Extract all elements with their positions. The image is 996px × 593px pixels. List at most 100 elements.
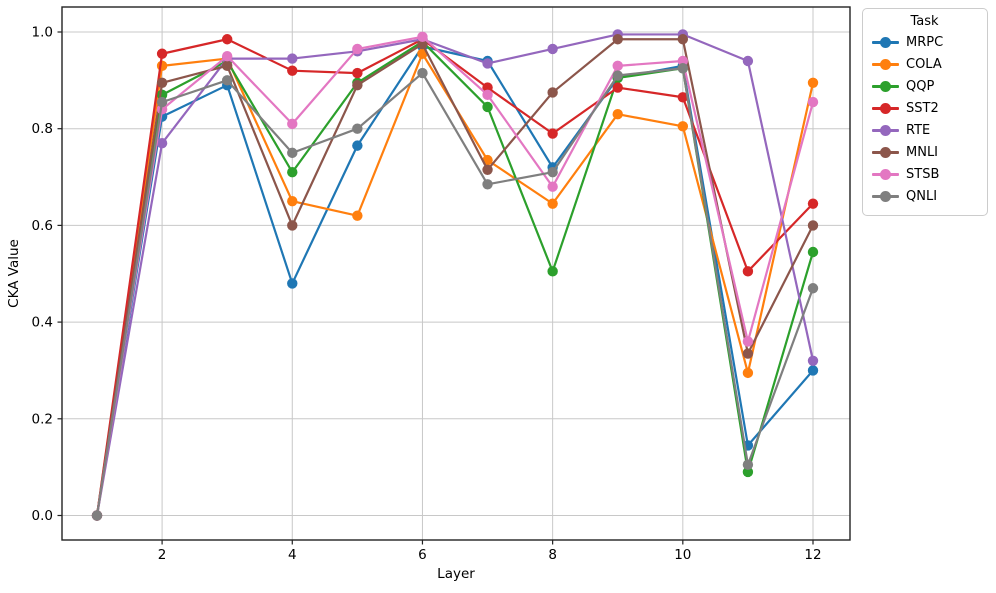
data-point-rte bbox=[547, 43, 558, 55]
data-point-stsb bbox=[352, 43, 363, 55]
data-point-mrpc bbox=[287, 278, 298, 289]
data-point-qqp bbox=[807, 246, 819, 258]
data-point-qnli bbox=[677, 63, 689, 74]
data-point-cola bbox=[156, 60, 168, 72]
legend-label: MRPC bbox=[906, 34, 944, 50]
x-tick-label: 6 bbox=[418, 547, 427, 563]
legend-marker-icon bbox=[872, 190, 899, 202]
data-point-qnli bbox=[807, 283, 819, 294]
y-tick-label: 1.0 bbox=[32, 25, 53, 41]
data-point-mnli bbox=[547, 87, 558, 98]
legend-item-mrpc: MRPC bbox=[872, 31, 977, 53]
x-axis-label: Layer bbox=[437, 566, 475, 582]
legend-label: COLA bbox=[906, 56, 942, 72]
y-axis-label: CKA Value bbox=[6, 239, 22, 308]
data-point-stsb bbox=[287, 118, 298, 130]
data-point-sst2 bbox=[547, 128, 558, 139]
data-point-qnli bbox=[482, 179, 493, 190]
legend-marker-icon bbox=[872, 168, 899, 180]
x-tick-label: 12 bbox=[804, 547, 821, 563]
legend-marker-icon bbox=[872, 124, 899, 136]
data-point-sst2 bbox=[677, 92, 689, 103]
data-point-stsb bbox=[547, 181, 558, 192]
legend-label: SST2 bbox=[906, 100, 939, 116]
legend-label: MNLI bbox=[906, 144, 939, 160]
data-point-stsb bbox=[612, 60, 623, 72]
legend-item-stsb: STSB bbox=[872, 163, 977, 185]
data-point-qqp bbox=[742, 466, 754, 478]
data-point-mnli bbox=[352, 79, 363, 91]
data-point-cola bbox=[547, 198, 558, 209]
y-tick-label: 0.2 bbox=[32, 411, 53, 427]
legend-rows: MRPC COLA QQP SST2 RTE MNLI STSB QNLI bbox=[872, 31, 977, 207]
x-tick-label: 4 bbox=[288, 547, 297, 563]
series-line-stsb bbox=[95, 35, 815, 517]
data-point-sst2 bbox=[221, 34, 233, 45]
data-point-mnli bbox=[612, 34, 623, 45]
series-line-mrpc bbox=[95, 45, 815, 517]
legend-marker-icon bbox=[872, 80, 899, 92]
legend-marker-icon bbox=[872, 58, 899, 70]
series-line-rte bbox=[95, 33, 815, 517]
data-point-stsb bbox=[221, 50, 233, 62]
legend-item-mnli: MNLI bbox=[872, 141, 977, 163]
data-point-sst2 bbox=[612, 82, 623, 93]
data-point-qqp bbox=[547, 266, 558, 277]
data-point-mnli bbox=[287, 220, 298, 231]
data-point-qnli bbox=[742, 459, 754, 470]
data-point-cola bbox=[287, 196, 298, 207]
x-tick-label: 10 bbox=[674, 547, 691, 563]
data-point-rte bbox=[482, 58, 493, 69]
y-tick-label: 0.0 bbox=[32, 508, 53, 524]
data-point-rte bbox=[287, 53, 298, 64]
data-point-sst2 bbox=[482, 82, 493, 93]
data-point-stsb bbox=[482, 89, 493, 101]
data-point-stsb bbox=[677, 55, 689, 67]
data-point-sst2 bbox=[156, 48, 168, 59]
data-point-cola bbox=[742, 367, 754, 379]
x-tick-label: 8 bbox=[548, 547, 557, 563]
legend-label: QNLI bbox=[906, 188, 938, 204]
legend: Task MRPC COLA QQP SST2 RTE MNLI STSB QNLI bbox=[862, 8, 988, 216]
x-tick-label: 2 bbox=[158, 547, 167, 563]
legend-item-qnli: QNLI bbox=[872, 185, 977, 207]
legend-item-rte: RTE bbox=[872, 119, 977, 141]
legend-item-qqp: QQP bbox=[872, 75, 977, 97]
data-point-sst2 bbox=[287, 65, 298, 76]
data-point-qnli bbox=[612, 70, 623, 81]
data-point-mnli bbox=[677, 34, 689, 45]
y-tick-label: 0.4 bbox=[32, 315, 53, 331]
data-point-qnli bbox=[352, 123, 363, 134]
data-point-mnli bbox=[807, 220, 819, 231]
legend-label: QQP bbox=[906, 78, 935, 94]
legend-marker-icon bbox=[872, 102, 899, 114]
y-tick-label: 0.6 bbox=[32, 218, 53, 234]
data-point-cola bbox=[612, 108, 623, 120]
data-point-qqp bbox=[482, 101, 493, 113]
data-point-stsb bbox=[807, 96, 819, 108]
data-point-stsb bbox=[742, 336, 754, 347]
legend-item-sst2: SST2 bbox=[872, 97, 977, 119]
data-point-rte bbox=[156, 138, 168, 149]
data-point-mrpc bbox=[807, 365, 819, 376]
series-line-cola bbox=[95, 52, 815, 517]
data-point-qnli bbox=[91, 510, 103, 521]
series-line-qnli bbox=[95, 67, 815, 517]
legend-marker-icon bbox=[872, 146, 899, 158]
data-point-sst2 bbox=[352, 67, 363, 79]
legend-marker-icon bbox=[872, 36, 899, 48]
data-point-qqp bbox=[287, 167, 298, 178]
series-line-sst2 bbox=[95, 38, 815, 517]
series-line-qqp bbox=[95, 40, 815, 517]
data-point-mnli bbox=[156, 77, 168, 88]
data-point-rte bbox=[742, 55, 754, 67]
data-point-qnli bbox=[221, 75, 233, 86]
data-point-mnli bbox=[742, 348, 754, 359]
data-point-cola bbox=[807, 77, 819, 88]
legend-title: Task bbox=[910, 14, 939, 29]
legend-label: STSB bbox=[906, 166, 940, 182]
data-point-qnli bbox=[547, 167, 558, 178]
data-point-mnli bbox=[482, 164, 493, 175]
